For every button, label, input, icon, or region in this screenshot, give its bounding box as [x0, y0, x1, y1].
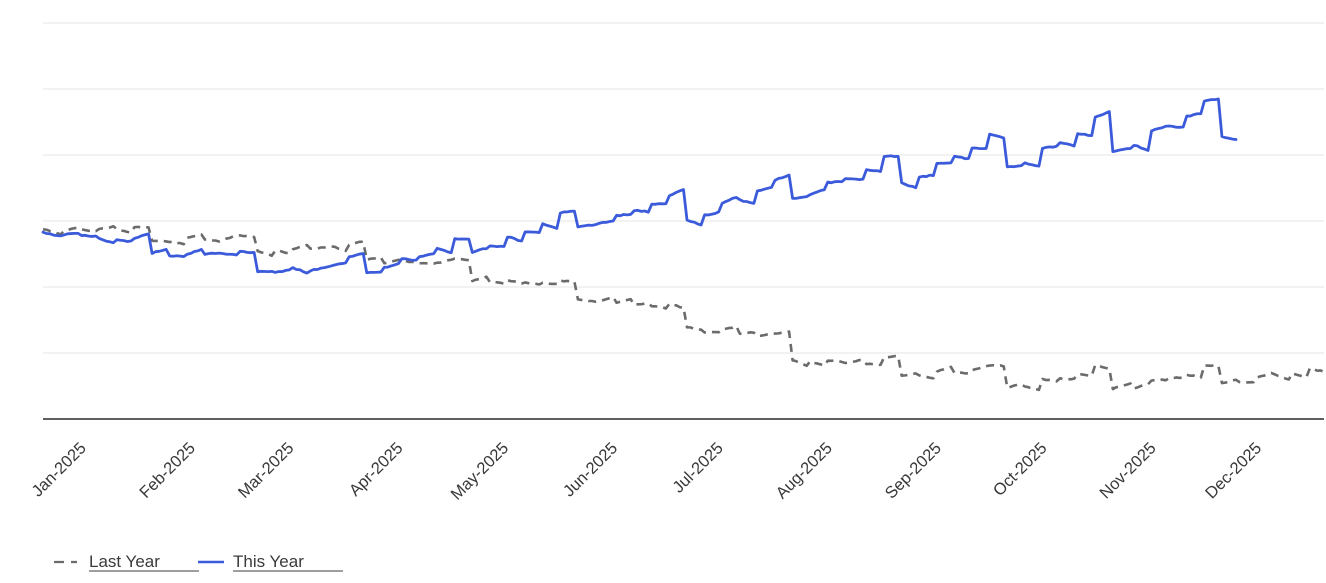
svg-text:Mar-2025: Mar-2025 — [235, 439, 298, 502]
svg-text:Jun-2025: Jun-2025 — [560, 439, 621, 500]
svg-text:Oct-2025: Oct-2025 — [990, 439, 1051, 500]
svg-text:Jan-2025: Jan-2025 — [28, 439, 89, 500]
svg-text:Feb-2025: Feb-2025 — [136, 439, 199, 502]
svg-text:Last Year: Last Year — [89, 552, 160, 571]
svg-text:Sep-2025: Sep-2025 — [882, 439, 945, 502]
svg-text:Dec-2025: Dec-2025 — [1202, 439, 1265, 502]
svg-text:Nov-2025: Nov-2025 — [1096, 439, 1159, 502]
svg-text:May-2025: May-2025 — [448, 439, 513, 504]
svg-text:This Year: This Year — [233, 552, 304, 571]
svg-text:Aug-2025: Aug-2025 — [773, 439, 836, 502]
svg-text:Apr-2025: Apr-2025 — [346, 439, 407, 500]
svg-text:Jul-2025: Jul-2025 — [669, 439, 726, 496]
